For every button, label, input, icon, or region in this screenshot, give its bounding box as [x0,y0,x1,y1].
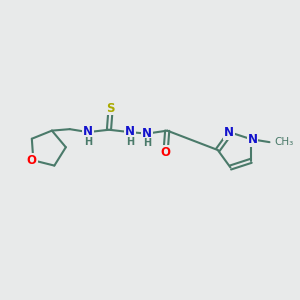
Text: N: N [224,126,234,139]
Text: H: H [143,138,151,148]
Text: O: O [27,154,37,167]
Text: N: N [248,133,257,146]
Text: H: H [84,136,92,147]
Text: H: H [126,136,134,147]
Text: CH₃: CH₃ [275,137,294,147]
Text: S: S [106,102,115,115]
Text: O: O [161,146,171,159]
Text: N: N [125,125,135,138]
Text: N: N [83,125,93,138]
Text: N: N [142,127,152,140]
